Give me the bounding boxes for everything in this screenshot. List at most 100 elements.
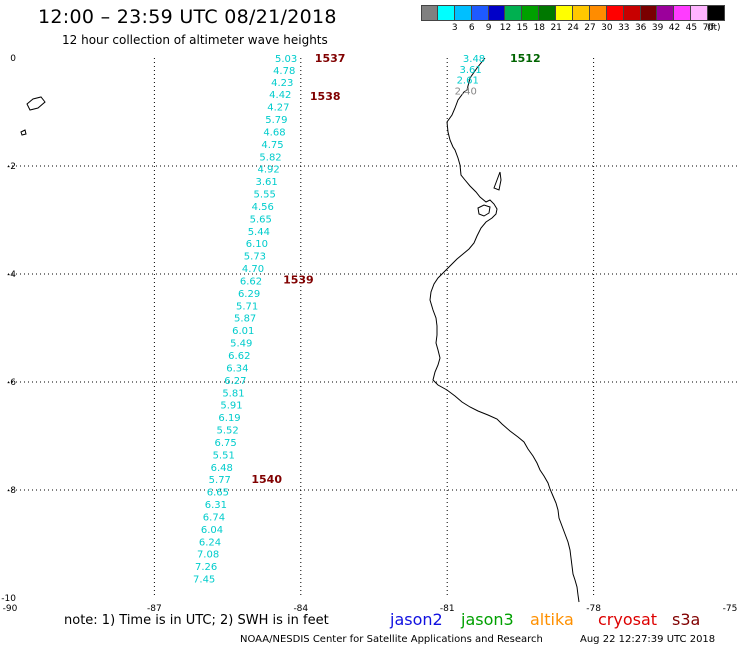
scale-label: 33 bbox=[618, 23, 630, 33]
scale-unit-label: (ft) bbox=[707, 23, 721, 33]
scale-label: 36 bbox=[634, 23, 647, 33]
swh-point-label: 6.65 bbox=[207, 488, 229, 499]
scale-swatch bbox=[437, 5, 455, 21]
swh-point-label: 5.51 bbox=[213, 450, 235, 461]
swh-point-label: 5.91 bbox=[220, 401, 242, 412]
scale-swatch bbox=[505, 5, 523, 21]
scale-swatch bbox=[691, 5, 709, 21]
swh-point-label: 5.65 bbox=[250, 214, 272, 225]
swh-point-label: 5.77 bbox=[209, 475, 231, 486]
wave-height-color-scale bbox=[421, 5, 726, 21]
swh-point-label: 6.27 bbox=[224, 376, 246, 387]
scale-label: 70 bbox=[702, 23, 715, 33]
x-tick-label: -81 bbox=[440, 604, 455, 614]
swh-point-label: 6.74 bbox=[203, 512, 225, 523]
legend-s3a: s3a bbox=[672, 610, 701, 629]
scale-swatch bbox=[640, 5, 658, 21]
swh-point-label: 5.87 bbox=[234, 314, 256, 325]
swh-point-label: 4.92 bbox=[257, 165, 279, 176]
color-scale-labels: 3 6 9 12 15 18 21 24 27 30 33 36 39 42 45 70 bbox=[421, 0, 740, 40]
swh-point-label: 5.82 bbox=[259, 152, 281, 163]
swh-point-label: 5.73 bbox=[244, 252, 266, 263]
scale-swatch bbox=[556, 5, 574, 21]
swh-point-label: 5.79 bbox=[265, 115, 287, 126]
grid-lines bbox=[8, 58, 740, 598]
y-tick-label: -10 bbox=[1, 594, 16, 604]
swh-point-label: 4.27 bbox=[267, 103, 289, 114]
scale-label: 27 bbox=[584, 23, 596, 33]
swh-point-label: 7.26 bbox=[195, 562, 217, 573]
swh-point-label: 5.03 bbox=[275, 54, 297, 65]
scale-swatch bbox=[657, 5, 675, 21]
swh-point-label: 4.78 bbox=[273, 66, 295, 77]
scale-label: 18 bbox=[533, 23, 546, 33]
generated-timestamp: Aug 22 12:27:39 UTC 2018 bbox=[580, 634, 716, 645]
swh-point-label: 5.52 bbox=[216, 426, 238, 437]
swh-point-label: 6.62 bbox=[240, 276, 262, 287]
scale-label: 45 bbox=[685, 23, 698, 33]
pass-time-labels: 1537 1538 1539 1540 1512 bbox=[251, 52, 540, 486]
scale-swatch bbox=[623, 5, 641, 21]
swh-point-label: 6.19 bbox=[218, 413, 240, 424]
swh-point-label: 7.45 bbox=[193, 575, 215, 586]
wave-height-points: 5.034.784.234.42 4.275.794.68 4.755.82 4.92… bbox=[193, 54, 485, 586]
scale-swatch bbox=[471, 5, 489, 21]
swh-point-label: 3.61 bbox=[459, 65, 481, 76]
map-subtitle: 12 hour collection of altimeter wave hei… bbox=[62, 33, 328, 47]
swh-point-label: 4.68 bbox=[263, 127, 285, 138]
scale-label: 30 bbox=[601, 23, 613, 33]
swh-point-label: 6.75 bbox=[215, 438, 237, 449]
swh-point-label: 6.01 bbox=[232, 326, 254, 337]
y-tick-label: -6 bbox=[7, 378, 16, 388]
scale-swatch bbox=[708, 5, 726, 21]
scale-label: 3 bbox=[451, 23, 458, 33]
pass-time-label: 1539 bbox=[283, 273, 314, 286]
swh-point-label: 4.75 bbox=[261, 140, 283, 151]
swh-point-label: 5.71 bbox=[236, 301, 258, 312]
scale-label: 9 bbox=[485, 23, 492, 33]
swh-point-label: 6.29 bbox=[238, 289, 260, 300]
swh-point-label: 6.10 bbox=[246, 239, 268, 250]
map-title: 12:00 – 23:59 UTC 08/21/2018 bbox=[38, 6, 337, 28]
credit-text: NOAA/NESDIS Center for Satellite Applica… bbox=[240, 634, 543, 645]
x-tick-label: -90 bbox=[3, 604, 18, 614]
swh-point-label: 4.56 bbox=[252, 202, 274, 213]
swh-point-label: 2.40 bbox=[455, 86, 477, 97]
galapagos-island bbox=[20, 96, 46, 136]
scale-swatch bbox=[539, 5, 557, 21]
x-tick-label: -78 bbox=[586, 604, 601, 614]
scale-swatch bbox=[573, 5, 590, 21]
y-tick-label: -4 bbox=[7, 270, 16, 280]
swh-point-label: 4.42 bbox=[269, 90, 291, 101]
y-tick-label: -2 bbox=[7, 162, 16, 172]
scale-label: 6 bbox=[468, 23, 475, 33]
swh-point-label: 6.31 bbox=[205, 500, 227, 511]
scale-swatch bbox=[674, 5, 692, 21]
swh-point-label: 3.48 bbox=[463, 54, 485, 65]
scale-label: 15 bbox=[516, 23, 529, 33]
swh-point-label: 6.48 bbox=[211, 463, 233, 474]
scale-label: 42 bbox=[668, 23, 681, 33]
legend-cryosat: cryosat bbox=[598, 610, 658, 629]
swh-point-label: 4.23 bbox=[271, 78, 293, 89]
scale-label: 24 bbox=[567, 23, 579, 33]
y-tick-label: -8 bbox=[7, 486, 16, 496]
x-tick-label: -75 bbox=[723, 604, 738, 614]
pass-time-label: 1537 bbox=[315, 52, 346, 65]
units-note: note: 1) Time is in UTC; 2) SWH is in fe… bbox=[64, 613, 329, 628]
swh-point-label: 2.61 bbox=[457, 76, 479, 87]
x-tick-label: -84 bbox=[293, 604, 308, 614]
swh-point-label: 4.70 bbox=[242, 264, 264, 275]
swh-point-label: 7.08 bbox=[197, 550, 219, 561]
scale-swatch bbox=[488, 5, 506, 21]
scale-label: 39 bbox=[651, 23, 664, 33]
scale-label: 12 bbox=[499, 23, 512, 33]
scale-swatch bbox=[421, 5, 438, 21]
pass-time-label: 1540 bbox=[251, 473, 282, 486]
axis-tick-labels: -90 -87 -84 -81 -78 -75 0 -2 -4 -6 -8 -10 bbox=[1, 54, 737, 614]
swh-point-label: 6.34 bbox=[226, 363, 248, 374]
swh-point-label: 5.81 bbox=[222, 388, 244, 399]
scale-swatch bbox=[522, 5, 540, 21]
scale-swatch bbox=[454, 5, 472, 21]
